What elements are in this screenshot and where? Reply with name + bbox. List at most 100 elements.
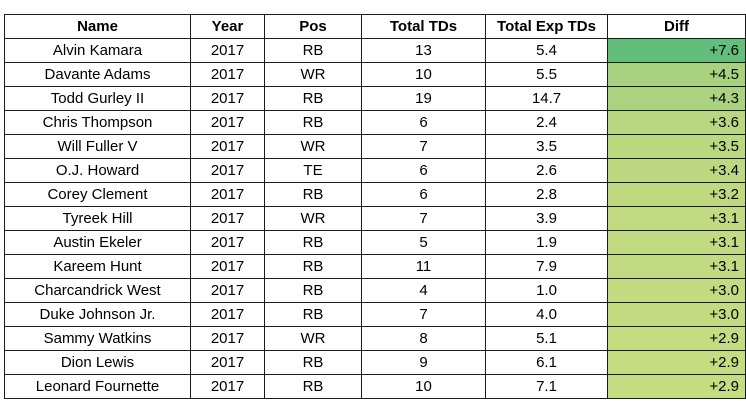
cell-diff[interactable]: +4.5 [607, 62, 746, 87]
cell-year[interactable]: 2017 [190, 278, 265, 303]
cell-total-exp-tds[interactable]: 3.5 [485, 134, 608, 159]
col-header-name[interactable]: Name [4, 14, 191, 39]
cell-diff[interactable]: +2.9 [607, 374, 746, 399]
col-header-pos[interactable]: Pos [264, 14, 362, 39]
cell-total-exp-tds[interactable]: 14.7 [485, 86, 608, 111]
cell-diff[interactable]: +3.6 [607, 110, 746, 135]
cell-total-exp-tds[interactable]: 2.6 [485, 158, 608, 183]
cell-total-tds[interactable]: 6 [361, 110, 486, 135]
cell-pos[interactable]: WR [264, 206, 362, 231]
cell-year[interactable]: 2017 [190, 254, 265, 279]
cell-pos[interactable]: RB [264, 350, 362, 375]
cell-year[interactable]: 2017 [190, 374, 265, 399]
cell-name[interactable]: Corey Clement [4, 182, 191, 207]
cell-total-exp-tds[interactable]: 3.9 [485, 206, 608, 231]
cell-total-exp-tds[interactable]: 5.1 [485, 326, 608, 351]
cell-diff[interactable]: +3.2 [607, 182, 746, 207]
cell-name[interactable]: Duke Johnson Jr. [4, 302, 191, 327]
cell-total-tds[interactable]: 8 [361, 326, 486, 351]
cell-total-exp-tds[interactable]: 6.1 [485, 350, 608, 375]
table-row: Chris Thompson 2017 RB 6 2.4 +3.6 [4, 110, 746, 135]
cell-name[interactable]: Todd Gurley II [4, 86, 191, 111]
cell-pos[interactable]: WR [264, 62, 362, 87]
cell-year[interactable]: 2017 [190, 110, 265, 135]
cell-pos[interactable]: RB [264, 182, 362, 207]
table-row: O.J. Howard 2017 TE 6 2.6 +3.4 [4, 158, 746, 183]
cell-total-tds[interactable]: 10 [361, 62, 486, 87]
cell-name[interactable]: Sammy Watkins [4, 326, 191, 351]
cell-year[interactable]: 2017 [190, 38, 265, 63]
cell-total-exp-tds[interactable]: 1.9 [485, 230, 608, 255]
cell-diff[interactable]: +3.4 [607, 158, 746, 183]
col-header-total-exp-tds[interactable]: Total Exp TDs [485, 14, 608, 39]
cell-name[interactable]: Austin Ekeler [4, 230, 191, 255]
cell-total-tds[interactable]: 4 [361, 278, 486, 303]
cell-pos[interactable]: RB [264, 38, 362, 63]
cell-diff[interactable]: +3.1 [607, 206, 746, 231]
cell-diff[interactable]: +3.5 [607, 134, 746, 159]
cell-name[interactable]: O.J. Howard [4, 158, 191, 183]
cell-total-exp-tds[interactable]: 7.1 [485, 374, 608, 399]
cell-name[interactable]: Charcandrick West [4, 278, 191, 303]
cell-pos[interactable]: RB [264, 254, 362, 279]
col-header-year[interactable]: Year [190, 14, 265, 39]
cell-total-exp-tds[interactable]: 2.4 [485, 110, 608, 135]
cell-diff[interactable]: +4.3 [607, 86, 746, 111]
cell-total-exp-tds[interactable]: 5.4 [485, 38, 608, 63]
cell-total-exp-tds[interactable]: 2.8 [485, 182, 608, 207]
cell-year[interactable]: 2017 [190, 62, 265, 87]
cell-diff[interactable]: +3.1 [607, 230, 746, 255]
cell-total-tds[interactable]: 5 [361, 230, 486, 255]
cell-name[interactable]: Leonard Fournette [4, 374, 191, 399]
cell-total-tds[interactable]: 11 [361, 254, 486, 279]
cell-pos[interactable]: TE [264, 158, 362, 183]
cell-total-tds[interactable]: 7 [361, 206, 486, 231]
table-row: Todd Gurley II 2017 RB 19 14.7 +4.3 [4, 86, 746, 111]
cell-pos[interactable]: RB [264, 110, 362, 135]
col-header-diff[interactable]: Diff [607, 14, 746, 39]
cell-total-tds[interactable]: 13 [361, 38, 486, 63]
cell-total-tds[interactable]: 7 [361, 134, 486, 159]
cell-total-exp-tds[interactable]: 5.5 [485, 62, 608, 87]
cell-diff[interactable]: +3.0 [607, 278, 746, 303]
cell-year[interactable]: 2017 [190, 134, 265, 159]
cell-year[interactable]: 2017 [190, 350, 265, 375]
cell-total-tds[interactable]: 9 [361, 350, 486, 375]
cell-total-exp-tds[interactable]: 1.0 [485, 278, 608, 303]
cell-total-tds[interactable]: 7 [361, 302, 486, 327]
cell-year[interactable]: 2017 [190, 230, 265, 255]
cell-total-tds[interactable]: 6 [361, 158, 486, 183]
table-row: Austin Ekeler 2017 RB 5 1.9 +3.1 [4, 230, 746, 255]
cell-name[interactable]: Kareem Hunt [4, 254, 191, 279]
cell-pos[interactable]: RB [264, 230, 362, 255]
cell-diff[interactable]: +7.6 [607, 38, 746, 63]
cell-name[interactable]: Chris Thompson [4, 110, 191, 135]
cell-total-tds[interactable]: 19 [361, 86, 486, 111]
cell-diff[interactable]: +3.1 [607, 254, 746, 279]
cell-pos[interactable]: WR [264, 326, 362, 351]
cell-year[interactable]: 2017 [190, 158, 265, 183]
cell-diff[interactable]: +2.9 [607, 350, 746, 375]
cell-pos[interactable]: RB [264, 278, 362, 303]
cell-name[interactable]: Davante Adams [4, 62, 191, 87]
cell-year[interactable]: 2017 [190, 326, 265, 351]
cell-total-exp-tds[interactable]: 7.9 [485, 254, 608, 279]
cell-name[interactable]: Alvin Kamara [4, 38, 191, 63]
cell-pos[interactable]: RB [264, 86, 362, 111]
cell-total-tds[interactable]: 10 [361, 374, 486, 399]
cell-year[interactable]: 2017 [190, 302, 265, 327]
cell-pos[interactable]: WR [264, 134, 362, 159]
cell-total-tds[interactable]: 6 [361, 182, 486, 207]
cell-name[interactable]: Dion Lewis [4, 350, 191, 375]
cell-total-exp-tds[interactable]: 4.0 [485, 302, 608, 327]
cell-pos[interactable]: RB [264, 374, 362, 399]
cell-name[interactable]: Will Fuller V [4, 134, 191, 159]
col-header-total-tds[interactable]: Total TDs [361, 14, 486, 39]
cell-diff[interactable]: +2.9 [607, 326, 746, 351]
cell-pos[interactable]: RB [264, 302, 362, 327]
cell-year[interactable]: 2017 [190, 86, 265, 111]
cell-diff[interactable]: +3.0 [607, 302, 746, 327]
cell-year[interactable]: 2017 [190, 206, 265, 231]
cell-year[interactable]: 2017 [190, 182, 265, 207]
cell-name[interactable]: Tyreek Hill [4, 206, 191, 231]
